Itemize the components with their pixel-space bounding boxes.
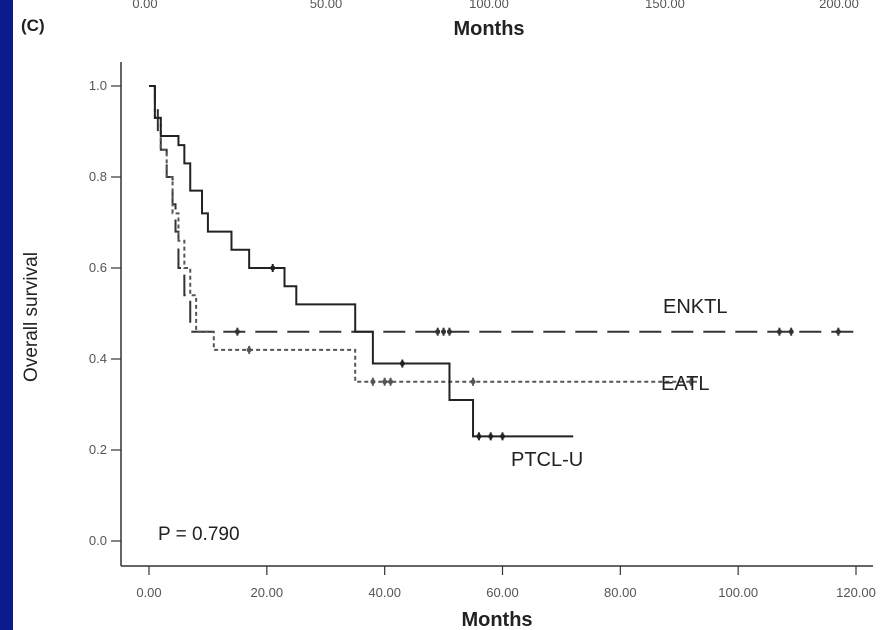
censor-mark-dot [835, 329, 841, 335]
censor-mark-dot [488, 433, 494, 439]
censor-mark-dot [776, 329, 782, 335]
x-tick-label: 20.00 [251, 585, 284, 600]
censor-mark-dot [382, 379, 388, 385]
x-axis-title: Months [461, 609, 532, 630]
labels-layer: ENKTL EATL PTCL-U [511, 296, 727, 471]
x-tick-label: 80.00 [604, 585, 637, 600]
censor-mark-dot [388, 379, 394, 385]
x-tick-label: 100.00 [718, 585, 758, 600]
series-label-ptclu: PTCL-U [511, 449, 583, 471]
y-axis-title: Overall survival [21, 252, 42, 382]
p-value-annotation: P = 0.790 [158, 524, 240, 545]
y-tick-label: 1.0 [89, 78, 107, 93]
x-tick-label: 120.00 [836, 585, 876, 600]
censor-mark-dot [399, 361, 405, 367]
censor-mark-dot [446, 329, 452, 335]
y-tick-label: 0.6 [89, 260, 107, 275]
top-fragment-tick-label: 150.00 [645, 0, 685, 11]
y-tick-label: 0.2 [89, 442, 107, 457]
censor-mark-dot [435, 329, 441, 335]
series-line-ptclu [149, 85, 574, 438]
top-fragment: 0.00 50.00 100.00 150.00 200.00 [132, 0, 859, 11]
censor-mark-dot [788, 329, 794, 335]
censor-mark-dot [270, 265, 276, 271]
y-tick-label: 0.4 [89, 351, 107, 366]
y-tick-label: 0.0 [89, 533, 107, 548]
y-tick-label: 0.8 [89, 169, 107, 184]
x-tick-label: 0.00 [136, 585, 161, 600]
x-tick-label: 40.00 [368, 585, 401, 600]
series-label-enktl: ENKTL [663, 296, 727, 318]
censor-mark-dot [500, 433, 505, 439]
top-fragment-xlabel: Months [453, 18, 524, 40]
censor-mark-dot [441, 329, 447, 335]
censor-mark-dot [476, 433, 482, 439]
censor-mark-dot [370, 379, 376, 385]
top-fragment-tick-label: 0.00 [132, 0, 157, 11]
axes: 0.0 0.2 0.4 0.6 0.8 1.0 0.00 20.00 40.00 60.00 80.… [89, 62, 876, 600]
series-line-enktl [149, 85, 856, 333]
top-fragment-tick-label: 50.00 [310, 0, 343, 11]
censor-mark-dot [234, 329, 240, 335]
censor-mark-dot [688, 379, 694, 385]
censor-mark-dot [470, 379, 476, 385]
series-label-eatl: EATL [661, 373, 710, 395]
panel-label: (C) [21, 16, 45, 35]
top-fragment-tick-label: 200.00 [819, 0, 859, 11]
x-tick-label: 60.00 [486, 585, 519, 600]
chart-panel: 0.00 50.00 100.00 150.00 200.00 Months (C) 0… [13, 0, 891, 630]
survival-chart: 0.00 50.00 100.00 150.00 200.00 Months (C) 0… [21, 0, 876, 630]
top-fragment-tick-label: 100.00 [469, 0, 509, 11]
censor-mark-dot [246, 347, 252, 353]
series-layer [149, 85, 856, 441]
